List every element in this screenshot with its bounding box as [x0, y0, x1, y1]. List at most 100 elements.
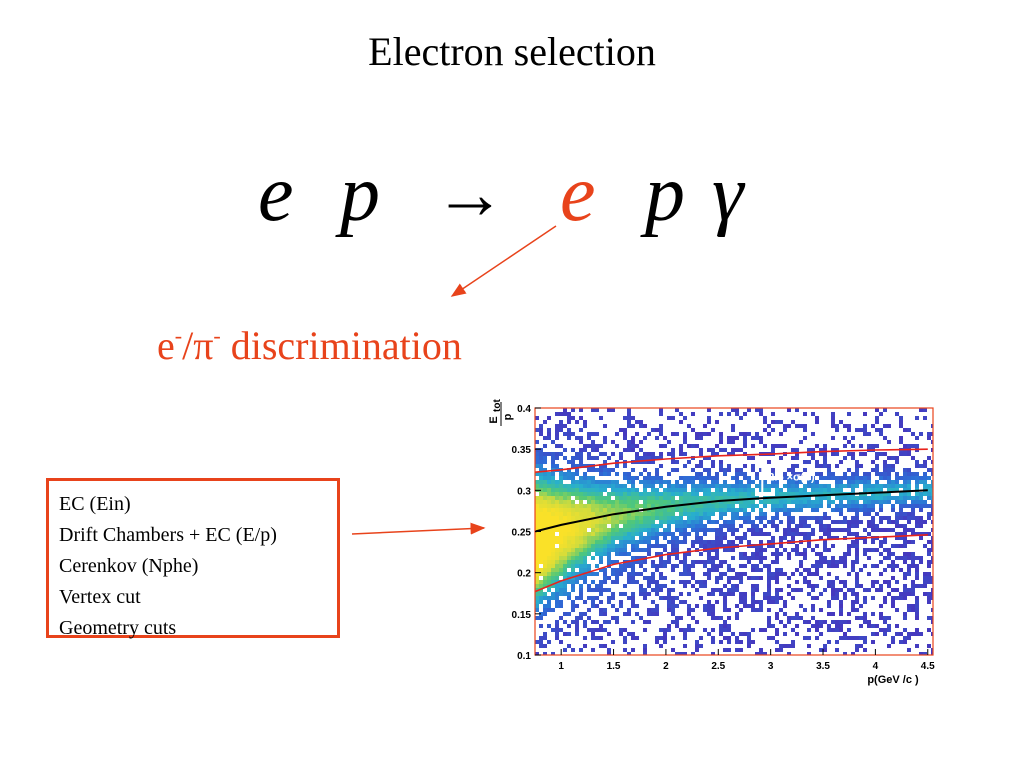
heatmap-cell [715, 600, 719, 604]
heatmap-cell [603, 424, 607, 428]
heatmap-cell [579, 560, 583, 564]
heatmap-cell [603, 452, 607, 456]
heatmap-cell [671, 416, 675, 420]
heatmap-cell [899, 592, 903, 596]
heatmap-cell [583, 504, 587, 508]
heatmap-cell [671, 568, 675, 572]
heatmap-cell [931, 588, 933, 592]
heatmap-cell [859, 636, 863, 640]
heatmap-cell [547, 484, 551, 488]
heatmap-cell [615, 572, 619, 576]
heatmap-cell [767, 576, 771, 580]
heatmap-cell [735, 508, 739, 512]
heatmap-cell [707, 468, 711, 472]
heatmap-cell [931, 544, 933, 548]
heatmap-cell [791, 500, 795, 504]
heatmap-cell [587, 532, 591, 536]
heatmap-cell [787, 480, 791, 484]
heatmap-cell [719, 504, 723, 508]
heatmap-cell [535, 556, 539, 560]
heatmap-cell [707, 492, 711, 496]
heatmap-cell [827, 500, 831, 504]
heatmap-cell [739, 608, 743, 612]
heatmap-cell [623, 592, 627, 596]
heatmap-cell [787, 508, 791, 512]
heatmap-cell [623, 548, 627, 552]
heatmap-cell [603, 524, 607, 528]
heatmap-cell [855, 556, 859, 560]
heatmap-cell [711, 496, 715, 500]
heatmap-cell [787, 476, 791, 480]
heatmap-cell [819, 624, 823, 628]
heatmap-cell [759, 552, 763, 556]
heatmap-cell [827, 496, 831, 500]
heatmap-cell [755, 608, 759, 612]
heatmap-cell [699, 452, 703, 456]
heatmap-cell [651, 580, 655, 584]
heatmap-cell [575, 524, 579, 528]
heatmap-cell [875, 416, 879, 420]
heatmap-cell [623, 568, 627, 572]
heatmap-cell [683, 556, 687, 560]
heatmap-cell [683, 484, 687, 488]
heatmap-cell [843, 520, 847, 524]
heatmap-cell [567, 460, 571, 464]
heatmap-cell [903, 536, 907, 540]
heatmap-cell [835, 640, 839, 644]
heatmap-cell [627, 524, 631, 528]
heatmap-cell [683, 496, 687, 500]
heatmap-cell [599, 444, 603, 448]
heatmap-cell [839, 512, 843, 516]
heatmap-cell [631, 524, 635, 528]
heatmap-cell [623, 500, 627, 504]
heatmap-cell [595, 548, 599, 552]
heatmap-cell [623, 496, 627, 500]
heatmap-cell [763, 444, 767, 448]
heatmap-cell [599, 484, 603, 488]
heatmap-cell [551, 476, 555, 480]
heatmap-cell [699, 436, 703, 440]
heatmap-cell [919, 520, 923, 524]
heatmap-cell [823, 540, 827, 544]
heatmap-cell [659, 636, 663, 640]
heatmap-cell [835, 484, 839, 488]
heatmap-cell [591, 444, 595, 448]
heatmap-cell [815, 484, 819, 488]
heatmap-cell [651, 544, 655, 548]
heatmap-cell [539, 500, 543, 504]
heatmap-cell [863, 472, 867, 476]
heatmap-cell [727, 640, 731, 644]
heatmap-cell [631, 484, 635, 488]
heatmap-cell [871, 508, 875, 512]
heatmap-cell [711, 528, 715, 532]
heatmap-cell [535, 604, 539, 608]
heatmap-cell [823, 644, 827, 648]
heatmap-cell [899, 420, 903, 424]
heatmap-cell [735, 572, 739, 576]
heatmap-cell [639, 492, 643, 496]
reaction-photon: γ [712, 150, 744, 238]
heatmap-cell [707, 416, 711, 420]
heatmap-cell [839, 528, 843, 532]
heatmap-cell [555, 588, 559, 592]
heatmap-cell [863, 612, 867, 616]
heatmap-cell [731, 524, 735, 528]
heatmap-cell [923, 464, 927, 468]
heatmap-cell [771, 572, 775, 576]
heatmap-cell [575, 596, 579, 600]
heatmap-cell [707, 420, 711, 424]
heatmap-cell [887, 584, 891, 588]
heatmap-cell [875, 420, 879, 424]
heatmap-cell [879, 476, 883, 480]
heatmap-cell [651, 516, 655, 520]
heatmap-cell [539, 532, 543, 536]
heatmap-cell [599, 580, 603, 584]
heatmap-cell [795, 548, 799, 552]
heatmap-cell [651, 576, 655, 580]
heatmap-cell [687, 592, 691, 596]
heatmap-cell [559, 516, 563, 520]
heatmap-cell [851, 600, 855, 604]
heatmap-cell [903, 584, 907, 588]
heatmap-cell [923, 576, 927, 580]
heatmap-cell [571, 476, 575, 480]
